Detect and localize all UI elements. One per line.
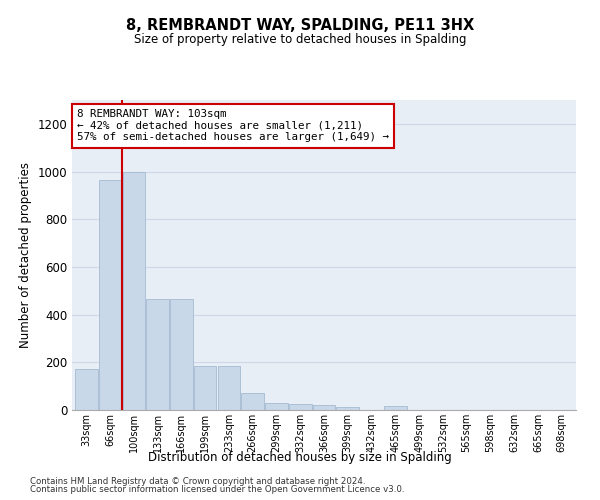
Text: Distribution of detached houses by size in Spalding: Distribution of detached houses by size … [148, 451, 452, 464]
Text: 8 REMBRANDT WAY: 103sqm
← 42% of detached houses are smaller (1,211)
57% of semi: 8 REMBRANDT WAY: 103sqm ← 42% of detache… [77, 110, 389, 142]
Bar [99, 180, 121, 410]
Bar [170, 299, 193, 410]
Bar [337, 407, 359, 410]
Y-axis label: Number of detached properties: Number of detached properties [19, 162, 32, 348]
Text: Contains public sector information licensed under the Open Government Licence v3: Contains public sector information licen… [30, 485, 404, 494]
Bar [384, 406, 407, 410]
Bar [313, 405, 335, 410]
Bar [194, 366, 217, 410]
Bar [218, 366, 240, 410]
Text: 8, REMBRANDT WAY, SPALDING, PE11 3HX: 8, REMBRANDT WAY, SPALDING, PE11 3HX [126, 18, 474, 32]
Bar [146, 299, 169, 410]
Text: Size of property relative to detached houses in Spalding: Size of property relative to detached ho… [134, 32, 466, 46]
Text: Contains HM Land Registry data © Crown copyright and database right 2024.: Contains HM Land Registry data © Crown c… [30, 477, 365, 486]
Bar [265, 403, 288, 410]
Bar [75, 370, 98, 410]
Bar [289, 404, 311, 410]
Bar [122, 172, 145, 410]
Bar [241, 394, 264, 410]
